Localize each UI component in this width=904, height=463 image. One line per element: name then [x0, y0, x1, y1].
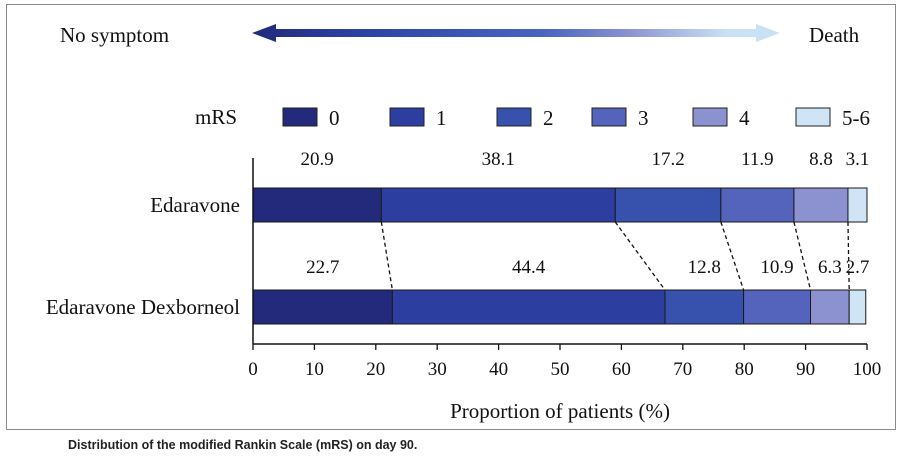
- no-symptom-label: No symptom: [60, 23, 169, 47]
- gradient-arrow-icon: [252, 24, 780, 42]
- legend-swatch-3: [591, 107, 627, 127]
- connector-line: [614, 221, 666, 291]
- data-label: 20.9: [301, 149, 334, 170]
- data-labels: 20.9 38.1 17.2 11.9 8.8 3.1 22.7 44.4 12.8 10.9 6.…: [301, 149, 870, 278]
- category-label: Edaravone Dexborneol: [46, 295, 240, 319]
- x-axis-title: Proportion of patients (%): [450, 399, 670, 423]
- data-label: 3.1: [846, 149, 870, 170]
- legend-label-1: 1: [436, 106, 447, 130]
- x-tick-label: 80: [735, 359, 754, 380]
- x-tick-label: 100: [853, 359, 882, 380]
- x-tick-label: 50: [551, 359, 570, 380]
- legend-swatch-1: [389, 107, 425, 127]
- legend: mRS 0 1 2 3 4 5-6: [195, 105, 870, 130]
- legend-label-2: 2: [543, 106, 554, 130]
- bar-segment-edaravone-mrs-2: [614, 187, 722, 223]
- bar-segment-edaravone-dexborneol-mrs-3: [743, 289, 812, 325]
- bar-segment-edaravone-dexborneol-mrs-1: [391, 289, 666, 325]
- legend-label-4: 4: [739, 106, 750, 130]
- category-labels: Edaravone Edaravone Dexborneol: [46, 193, 240, 319]
- legend-label-3: 3: [638, 106, 649, 130]
- data-label: 6.3: [818, 257, 842, 278]
- x-tick-label: 10: [305, 359, 324, 380]
- x-tick-label: 40: [489, 359, 508, 380]
- data-label: 2.7: [846, 257, 870, 278]
- x-tick-label: 90: [796, 359, 815, 380]
- data-label: 22.7: [306, 257, 339, 278]
- bar-segment-edaravone-mrs-4: [793, 187, 849, 223]
- x-tick-label: 70: [673, 359, 692, 380]
- x-tick-label: 20: [366, 359, 385, 380]
- data-label: 38.1: [482, 149, 515, 170]
- category-label: Edaravone: [150, 193, 240, 217]
- x-tick-label: 0: [248, 359, 258, 380]
- bars-layer: [252, 187, 868, 325]
- data-label: 10.9: [760, 257, 793, 278]
- bar-segment-edaravone-dexborneol-mrs-0: [252, 289, 393, 325]
- legend-swatch-5-6: [795, 107, 831, 127]
- data-label: 44.4: [512, 257, 546, 278]
- data-label: 8.8: [809, 149, 833, 170]
- death-label: Death: [809, 23, 860, 47]
- legend-swatch-2: [496, 107, 532, 127]
- x-tick-label: 60: [612, 359, 631, 380]
- connector-line: [720, 221, 745, 291]
- legend-swatch-4: [692, 107, 728, 127]
- figure-caption: Distribution of the modified Rankin Scal…: [68, 438, 418, 452]
- connector-line: [847, 221, 850, 291]
- legend-swatch-0: [282, 107, 318, 127]
- legend-title: mRS: [195, 105, 237, 129]
- connector-line: [793, 221, 812, 291]
- data-label: 11.9: [741, 149, 774, 170]
- bar-segment-edaravone-mrs-1: [380, 187, 616, 223]
- data-label: 17.2: [651, 149, 684, 170]
- data-label: 12.8: [688, 257, 721, 278]
- x-axis: 0 10 20 30 40 50 60 70 80 90 100: [248, 158, 881, 380]
- bar-segment-edaravone-dexborneol-mrs-4: [810, 289, 850, 325]
- bar-segment-edaravone-dexborneol-mrs-2: [664, 289, 745, 325]
- bar-segment-edaravone-mrs-5-6: [847, 187, 868, 223]
- bar-segment-edaravone-dexborneol-mrs-5-6: [848, 289, 867, 325]
- bar-segment-edaravone-mrs-0: [252, 187, 382, 223]
- x-tick-label: 30: [428, 359, 447, 380]
- connector-line: [380, 221, 394, 291]
- severity-arrow: No symptom Death: [60, 23, 860, 47]
- bar-segment-edaravone-mrs-3: [720, 187, 795, 223]
- legend-label-5-6: 5-6: [842, 106, 870, 130]
- connector-lines: [380, 221, 850, 291]
- legend-label-0: 0: [329, 106, 340, 130]
